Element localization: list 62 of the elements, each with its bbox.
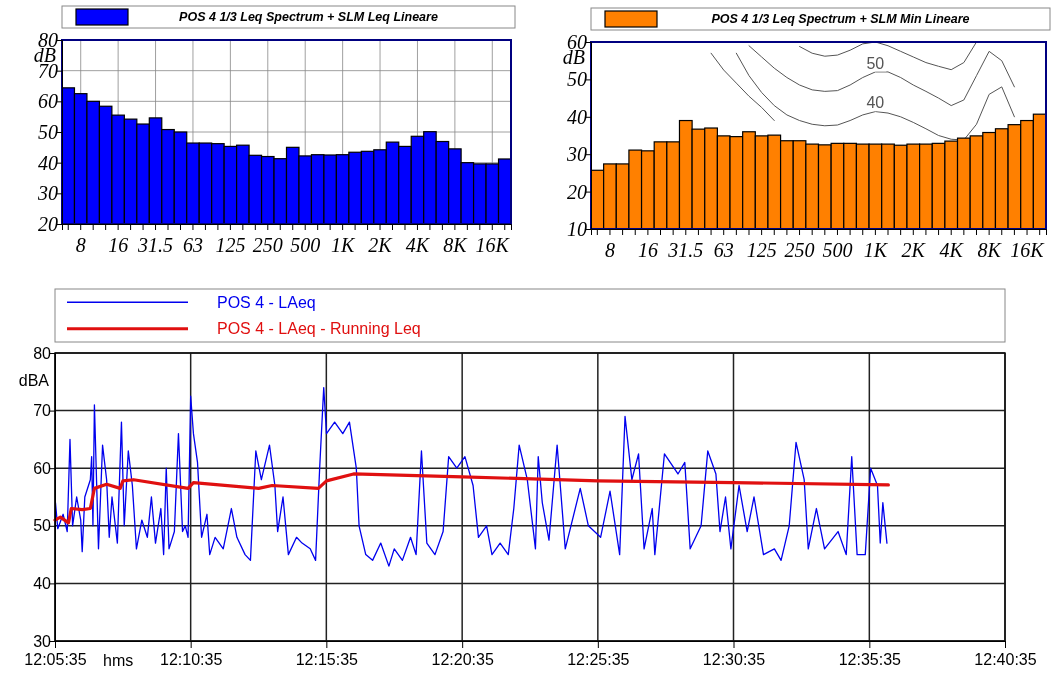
x-tick-label: 12:40:35: [974, 650, 1037, 668]
y-tick-label: 50: [38, 120, 58, 143]
text: POS 4 - LAeq: [217, 293, 316, 311]
x-tick-label: 250: [252, 234, 283, 256]
y-tick-label: 30: [566, 143, 587, 166]
y-tick-label: 70: [33, 402, 52, 420]
y-tick-label: 20: [38, 212, 58, 235]
x-tick-label: 31.5: [137, 234, 174, 256]
y-tick-label: 40: [33, 575, 52, 593]
x-tick-label: 8K: [977, 239, 1003, 261]
x-tick-label: 12:35:35: [838, 650, 902, 668]
x-tick-label: 16: [108, 234, 129, 256]
series-label: 40: [866, 94, 885, 112]
x-tick-label: 16K: [475, 234, 511, 256]
x-tick-label: 500: [822, 239, 853, 261]
line-series: [748, 45, 1015, 107]
x-tick-label: 16: [637, 239, 658, 261]
x-tick-label: 12:20:35: [431, 650, 494, 668]
x-tick-label: 12:05:35: [24, 650, 87, 668]
x-tick-label: 4K: [405, 234, 431, 256]
text: POS 4 1/3 Leq Spectrum + SLM Min Lineare: [711, 12, 970, 27]
x-tick-label: 63: [182, 234, 203, 256]
y-tick-label: 50: [567, 68, 587, 91]
y-tick-label: 40: [38, 151, 58, 174]
x-tick-label: 8K: [443, 234, 469, 256]
x-tick-label: 2K: [368, 234, 394, 256]
x-tick-label: 4K: [939, 239, 965, 261]
x-tick-label: 2K: [901, 239, 927, 261]
y-tick-label: 60: [38, 90, 58, 113]
y-tick-label: 50: [33, 517, 52, 535]
x-tick-label: 12:15:35: [295, 650, 359, 668]
series-label: 50: [866, 54, 885, 72]
x-tick-label: 63: [713, 239, 734, 261]
x-tick-label: 12:30:35: [702, 650, 766, 668]
x-tick-label: 12:10:35: [160, 650, 223, 668]
y-tick-label: 30: [33, 632, 52, 650]
line-series: [799, 41, 977, 71]
text: POS 4 - LAeq - Running Leq: [217, 320, 421, 338]
x-tick-label: 16K: [1010, 239, 1046, 261]
text: POS 4 1/3 Leq Spectrum + SLM Leq Lineare: [179, 10, 438, 25]
x-tick-label: 8: [75, 234, 86, 256]
y-tick-label: 60: [33, 459, 52, 477]
x-tick-label: 250: [784, 239, 815, 261]
x-axis-title: hms: [103, 652, 134, 669]
x-tick-label: 12:25:35: [567, 650, 630, 668]
x-tick-label: 1K: [330, 234, 356, 256]
x-tick-label: 8: [604, 239, 615, 261]
y-tick-label: 40: [567, 105, 587, 128]
line-series: [53, 472, 890, 525]
x-tick-label: 500: [290, 234, 321, 256]
y-tick-label: 80: [33, 344, 52, 362]
x-tick-label: 125: [746, 239, 777, 261]
x-tick-label: 125: [215, 234, 246, 256]
x-tick-label: 1K: [863, 239, 889, 261]
line-series: [735, 52, 1015, 141]
y-axis-title: dBA: [18, 372, 50, 389]
line-series: [54, 386, 888, 567]
y-tick-label: 10: [567, 217, 587, 240]
y-tick-label: 20: [567, 180, 587, 203]
x-tick-label: 31.5: [667, 239, 704, 261]
y-tick-label: 30: [37, 182, 58, 205]
line-series: [710, 52, 775, 122]
